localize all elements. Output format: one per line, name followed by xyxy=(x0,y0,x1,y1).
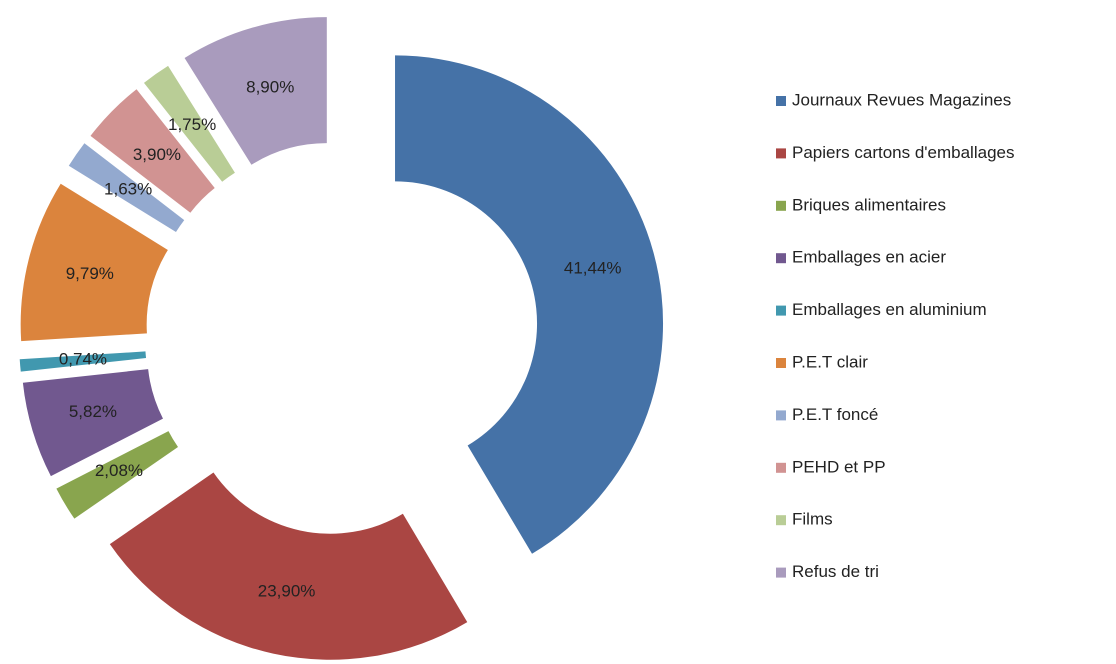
slice xyxy=(109,472,468,660)
data-label: 9,79% xyxy=(66,264,114,283)
legend-label: Journaux Revues Magazines xyxy=(792,90,1011,109)
slice xyxy=(184,17,327,165)
slice xyxy=(68,143,185,233)
legend-label: P.E.T foncé xyxy=(792,405,878,424)
slice xyxy=(395,55,664,554)
slice xyxy=(20,183,168,342)
data-label: 1,63% xyxy=(104,180,152,199)
data-label: 41,44% xyxy=(564,259,622,278)
legend-label: Refus de tri xyxy=(792,562,879,581)
slice xyxy=(56,431,179,519)
legend-swatch xyxy=(776,305,786,316)
legend-label: Emballages en acier xyxy=(792,248,946,267)
data-label: 23,90% xyxy=(258,582,316,601)
data-label: 0,74% xyxy=(59,350,107,369)
legend-label: Emballages en aluminium xyxy=(792,300,987,319)
legend-swatch xyxy=(776,410,786,421)
data-label: 5,82% xyxy=(69,402,117,421)
legend-label: Briques alimentaires xyxy=(792,195,946,214)
data-label: 3,90% xyxy=(133,145,181,164)
slice xyxy=(22,369,163,477)
legend-swatch xyxy=(776,253,786,264)
legend-swatch xyxy=(776,200,786,211)
legend-label: Papiers cartons d'emballages xyxy=(792,143,1014,162)
data-label: 8,90% xyxy=(246,78,294,97)
data-label: 1,75% xyxy=(168,115,216,134)
legend-swatch xyxy=(776,462,786,473)
legend-swatch xyxy=(776,96,786,106)
slice xyxy=(90,89,215,213)
legend-swatch xyxy=(776,358,786,368)
legend-swatch xyxy=(776,567,786,578)
legend-label: P.E.T clair xyxy=(792,352,868,371)
data-label: 2,08% xyxy=(95,461,143,480)
slice xyxy=(19,351,147,372)
legend-label: Films xyxy=(792,510,833,529)
slice xyxy=(143,65,235,182)
legend-swatch xyxy=(776,515,786,526)
legend-swatch xyxy=(776,148,786,159)
legend-label: PEHD et PP xyxy=(792,457,886,476)
